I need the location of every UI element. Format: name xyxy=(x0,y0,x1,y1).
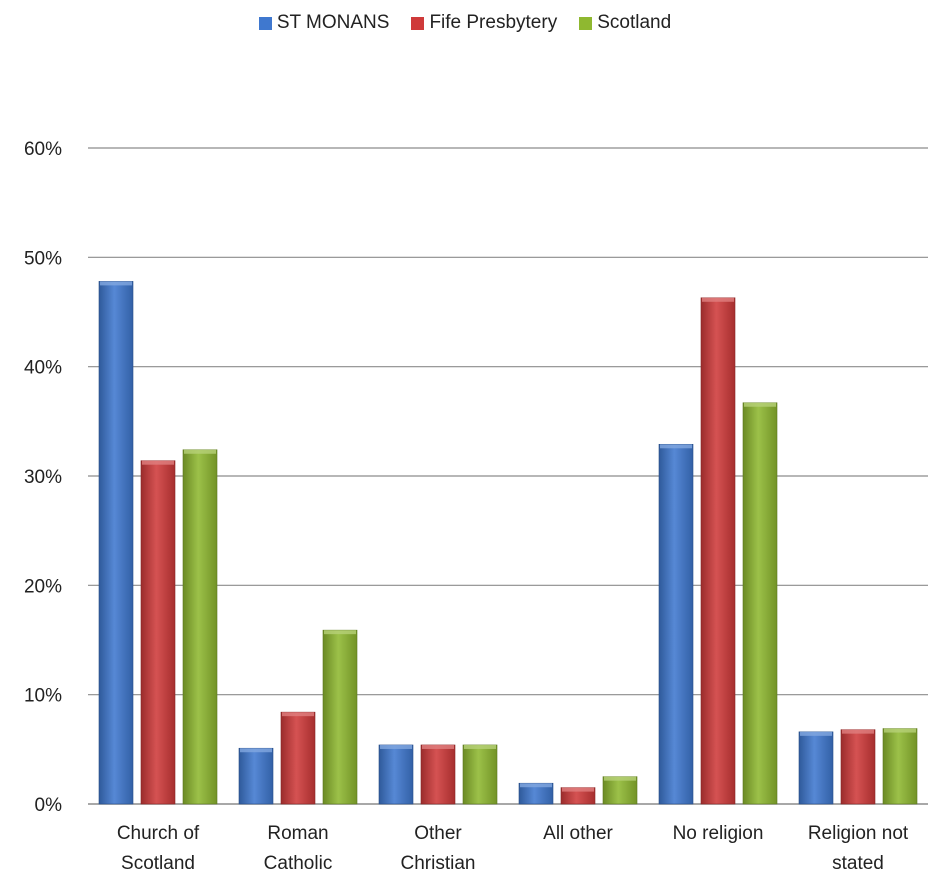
legend-swatch-st-monans xyxy=(258,16,272,30)
legend-swatch-fife-presbytery xyxy=(411,16,425,30)
y-tick-label: 0% xyxy=(35,795,63,816)
bar xyxy=(798,731,834,805)
bar-top-bevel xyxy=(142,460,174,465)
bar-top-bevel xyxy=(520,783,552,788)
bar-top-bevel xyxy=(100,281,132,286)
bar xyxy=(140,460,176,805)
y-tick-label: 30% xyxy=(24,467,62,488)
y-tick-label: 50% xyxy=(24,248,62,269)
bar-top-bevel xyxy=(240,748,272,753)
bar-top-bevel xyxy=(324,630,356,635)
legend-item-scotland: Scotland xyxy=(579,12,671,34)
bar xyxy=(238,747,274,805)
bar xyxy=(742,402,778,805)
legend-label-fife-presbytery: Fife Presbytery xyxy=(429,12,558,33)
x-tick-label: Christian xyxy=(401,853,476,874)
legend: ST MONANS Fife Presbytery Scotland xyxy=(0,12,930,34)
bar xyxy=(462,744,498,805)
x-tick-label: Scotland xyxy=(121,853,195,874)
bar-top-bevel xyxy=(884,728,916,733)
bar-top-bevel xyxy=(282,712,314,717)
bar xyxy=(280,711,316,805)
x-tick-label: Church of xyxy=(117,823,200,844)
bar xyxy=(420,744,456,805)
bar-top-bevel xyxy=(380,744,412,749)
y-tick-label: 20% xyxy=(24,576,62,597)
bar-top-bevel xyxy=(800,731,832,736)
x-tick-label: Other xyxy=(414,823,462,844)
bar xyxy=(882,728,918,805)
bar-top-bevel xyxy=(842,729,874,734)
bar-top-bevel xyxy=(562,787,594,792)
x-tick-label: Roman xyxy=(267,823,328,844)
bar xyxy=(700,297,736,805)
legend-swatch-scotland xyxy=(579,16,593,30)
bar-top-bevel xyxy=(422,744,454,749)
y-tick-label: 60% xyxy=(24,139,62,160)
bar-top-bevel xyxy=(464,744,496,749)
legend-item-fife-presbytery: Fife Presbytery xyxy=(411,12,557,34)
bar xyxy=(98,281,134,805)
x-tick-label: stated xyxy=(832,853,884,874)
x-tick-label: All other xyxy=(543,823,613,844)
x-tick-label: No religion xyxy=(673,823,764,844)
bar xyxy=(602,776,638,805)
bar-top-bevel xyxy=(744,402,776,407)
bar-top-bevel xyxy=(660,444,692,449)
y-tick-label: 10% xyxy=(24,686,62,707)
x-tick-label: Religion not xyxy=(808,823,909,844)
legend-label-st-monans: ST MONANS xyxy=(276,12,390,33)
x-tick-label: Catholic xyxy=(264,853,333,874)
bar-top-bevel xyxy=(604,776,636,781)
bar xyxy=(658,443,694,805)
legend-label-scotland: Scotland xyxy=(597,12,672,33)
bar-top-bevel xyxy=(702,297,734,302)
bar xyxy=(378,744,414,805)
bar-top-bevel xyxy=(184,449,216,454)
y-tick-label: 40% xyxy=(24,358,62,379)
bar xyxy=(840,729,876,805)
bar xyxy=(322,629,358,805)
legend-item-st-monans: ST MONANS xyxy=(258,12,390,34)
bar xyxy=(182,449,218,805)
